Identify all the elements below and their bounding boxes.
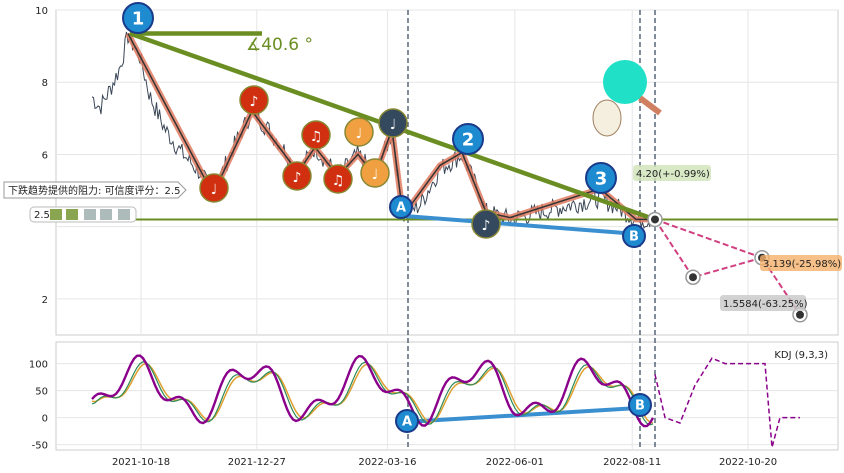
k-line [91,354,655,428]
note-icon-glyph: ♩ [356,126,363,142]
score-icon [118,209,130,220]
projection-line-2 [654,218,763,279]
note-icon [239,85,269,115]
angle-label: ∡40.6 ° [246,35,313,55]
grid [55,9,839,451]
x-tick: 2021-10-18 [112,457,170,468]
y-tick-main: 8 [42,78,48,89]
dog-icon [592,99,622,137]
kdj-legend: KDJ (9,3,3) [774,350,828,361]
x-tick: 2022-03-16 [358,457,416,468]
labels: 4.20(+-0.99%) 3.139(-25.98%) 1.5584(-63.25… [3,2,842,433]
target1-label: 3.139(-25.98%) [763,259,841,270]
note-icon-glyph: ♩ [390,117,397,133]
note-icon [323,164,353,194]
note-icon [199,173,229,203]
wave-point-3-label: 3 [595,168,608,189]
note-icon-glyph: ♩ [372,167,379,183]
wave-point-2 [452,123,484,155]
x-tick: 2022-10-20 [719,457,777,468]
wave-point-1-label: 1 [132,8,145,29]
y-tick-kdj: 50 [35,387,48,398]
y-tick-kdj: -50 [32,441,48,452]
x-tick: 2022-06-01 [486,457,544,468]
target2-label: 1.5584(-63.25%) [723,299,808,310]
y-tick-main: 2 [42,295,48,306]
overlays [56,10,838,450]
projection-node-dot [796,310,804,319]
note-icon [301,120,331,150]
note-icon [378,108,408,138]
paddle-icon [603,60,647,104]
y-tick-kdj: 0 [42,414,48,425]
paddle-handle-icon [638,95,662,116]
wave-point-B-label: B [629,230,639,245]
k-projection [654,357,800,448]
wave-point-3 [585,162,617,194]
x-tick: 2022-08-11 [603,457,661,468]
kdj-point-B [628,393,652,417]
note-icon [360,158,390,188]
note-icon [282,161,312,191]
ab-line-main [402,213,637,236]
wave-point-A-label: A [396,201,406,216]
kdj-point-A [395,409,419,433]
score-text: 2.5 [34,210,50,221]
resistance-tag [3,181,187,199]
score-icon [84,209,96,220]
tick-labels: 2 6 8 10 100 50 0 -50 2021-10-18 2021-12-27 2022-0… [29,6,777,468]
score-icon [50,209,62,220]
score-icon [66,209,78,220]
x-tick: 2021-12-27 [228,457,286,468]
projection-node-dot [651,215,659,224]
note-icon-glyph: ♩ [211,182,218,198]
note-icon-glyph: ♪ [293,170,302,186]
target2-label-box [720,295,806,311]
y-tick-kdj: 100 [29,360,48,371]
wave-point-B [622,224,646,248]
wave-point-1 [122,2,154,34]
wave-point-A [389,195,413,219]
kdj-point-B-label: B [635,399,645,414]
score-icon [100,209,112,220]
kdj-panel [55,341,839,451]
kdj-series [91,354,800,448]
projection-node-dot [689,273,697,282]
resistance-text: 下跌趋势提供的阻力: 可信度评分：2.5 [8,184,180,197]
note-icon-glyph: ♫ [332,173,345,189]
note-icon-glyph: ♪ [250,94,259,110]
target1-label-box [760,255,842,271]
y-tick-main: 10 [35,6,48,17]
note-icon-glyph: ♫ [310,129,323,145]
kdj-point-A-label: A [402,415,412,430]
y-tick-main: 6 [42,150,48,161]
main-panel [55,9,839,336]
wave-point-2-label: 2 [462,129,475,150]
note-icon [471,209,501,239]
support-label: 4.20(+-0.99%) [636,169,710,180]
note-icon [344,117,374,147]
support-label-box [633,165,711,181]
note-icon-glyph: ♪ [482,218,491,234]
